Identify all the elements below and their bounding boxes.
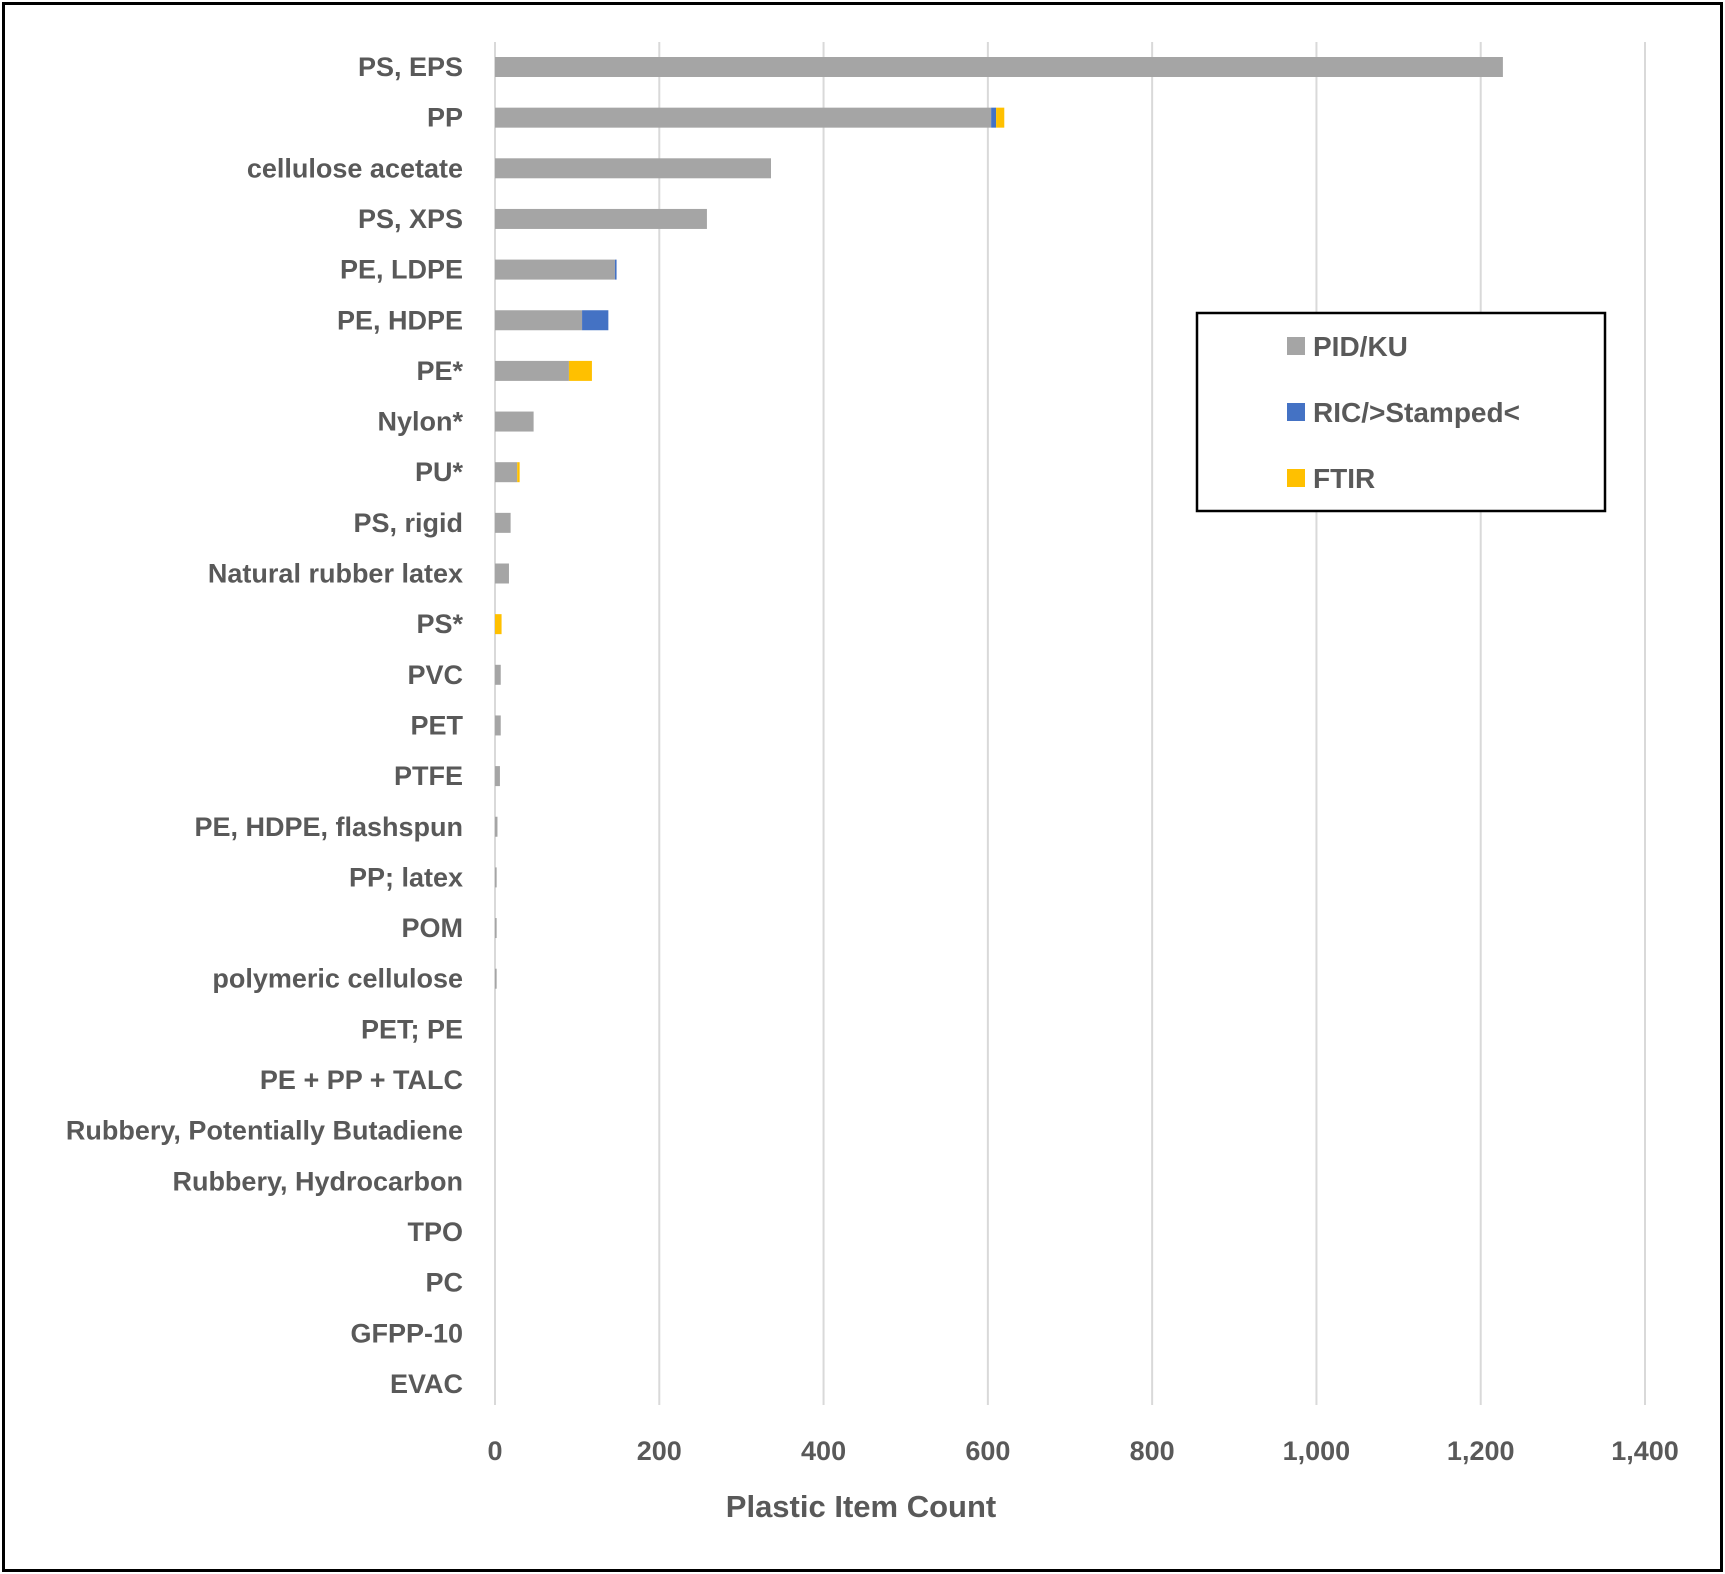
- legend-swatch: [1287, 403, 1305, 421]
- bar-segment: [495, 563, 509, 584]
- legend-items: PID/KU RIC/>Stamped< FTIR: [1287, 331, 1520, 494]
- x-axis-title: Plastic Item Count: [726, 1489, 996, 1524]
- bar-segment: [582, 310, 609, 331]
- category-label: PS, EPS: [358, 52, 463, 82]
- bar-segment: [568, 360, 592, 381]
- category-label: polymeric cellulose: [212, 964, 463, 994]
- category-label: PS, rigid: [353, 508, 463, 538]
- bar-segment: [991, 107, 997, 128]
- category-label: PS, XPS: [358, 204, 463, 234]
- category-label: PC: [425, 1268, 463, 1298]
- category-label: POM: [401, 913, 463, 943]
- bar-segment: [495, 664, 501, 685]
- bar-segment: [495, 766, 500, 787]
- bar-segment: [517, 462, 520, 483]
- legend: PID/KU RIC/>Stamped< FTIR: [1195, 311, 1607, 513]
- category-label: PET: [410, 710, 463, 740]
- bar-segment: [614, 259, 617, 280]
- bar-segment: [495, 107, 992, 128]
- bar-segment: [495, 360, 569, 381]
- legend-swatch: [1287, 469, 1305, 487]
- gridlines: [658, 42, 1646, 1405]
- legend-label: RIC/>Stamped<: [1313, 397, 1520, 428]
- x-tick-label: 200: [637, 1436, 682, 1466]
- legend-swatch: [1287, 337, 1305, 355]
- category-label: PE*: [416, 356, 463, 386]
- category-label: PE, LDPE: [340, 255, 463, 285]
- category-label: TPO: [407, 1217, 463, 1247]
- bar-segment: [495, 918, 497, 939]
- x-tick-label: 1,200: [1447, 1436, 1515, 1466]
- category-label: PET; PE: [361, 1014, 463, 1044]
- bar-segment: [495, 259, 615, 280]
- bar-segment: [495, 816, 498, 837]
- x-tick-label: 1,400: [1611, 1436, 1679, 1466]
- bar-segment: [495, 715, 501, 736]
- category-label: PTFE: [394, 761, 463, 791]
- bar-segment: [495, 512, 511, 533]
- x-tick-label: 1,000: [1283, 1436, 1351, 1466]
- category-label: PS*: [416, 609, 463, 639]
- x-tick-label: 800: [1130, 1436, 1175, 1466]
- category-label: Nylon*: [377, 407, 463, 437]
- bars: [495, 57, 1503, 989]
- bar-segment: [495, 310, 583, 331]
- legend-label: PID/KU: [1313, 331, 1408, 362]
- bar-segment: [495, 462, 518, 483]
- x-tick-label: 0: [487, 1436, 502, 1466]
- x-tick-label: 600: [965, 1436, 1010, 1466]
- category-label: PE + PP + TALC: [260, 1065, 463, 1095]
- category-label: Rubbery, Potentially Butadiene: [66, 1116, 463, 1146]
- category-label: Rubbery, Hydrocarbon: [172, 1166, 463, 1196]
- category-label: PE, HDPE, flashspun: [194, 812, 463, 842]
- bar-segment: [495, 57, 1503, 77]
- bar-segment: [495, 208, 707, 229]
- bar-segment: [495, 411, 534, 432]
- category-label: GFPP-10: [350, 1318, 463, 1348]
- category-label: EVAC: [390, 1369, 463, 1399]
- legend-box: [1195, 311, 1607, 513]
- x-tick-labels: 0 200 400 600 800 1,000 1,200 1,400: [487, 1436, 1678, 1466]
- x-tick-label: 400: [801, 1436, 846, 1466]
- bar-segment: [495, 867, 497, 888]
- category-label: PE, HDPE: [337, 305, 463, 335]
- category-label: PP; latex: [349, 862, 463, 892]
- bar-segment: [495, 158, 771, 179]
- category-label: PP: [427, 103, 463, 133]
- bar-segment: [495, 968, 497, 989]
- category-labels: PS, EPS PP cellulose acetate PS, XPS PE, LDP…: [66, 52, 464, 1399]
- category-label: cellulose acetate: [247, 153, 463, 183]
- legend-label: FTIR: [1313, 463, 1375, 494]
- category-label: Natural rubber latex: [208, 559, 463, 589]
- bar-segment: [495, 614, 502, 635]
- bar-segment: [996, 107, 1005, 128]
- category-label: PVC: [407, 660, 463, 690]
- category-label: PU*: [415, 457, 464, 487]
